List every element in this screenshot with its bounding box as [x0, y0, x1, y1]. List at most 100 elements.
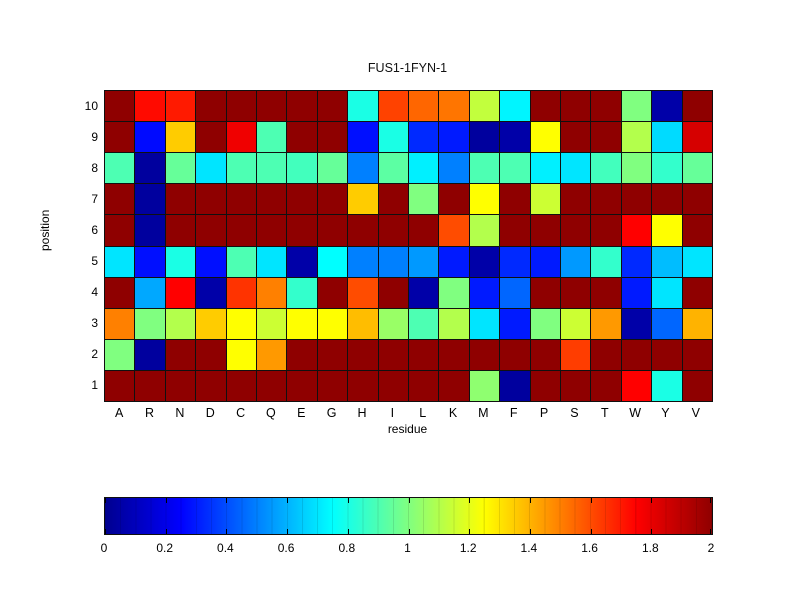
- x-axis-tick-label: N: [175, 406, 185, 420]
- heatmap-cell-4-P: [530, 277, 560, 308]
- colorbar-tick-label: 1.4: [520, 541, 538, 555]
- heatmap-cell-7-K: [439, 184, 469, 215]
- colorbar-tick: [165, 529, 167, 534]
- heatmap-cell-10-I: [378, 91, 408, 122]
- heatmap-cell-7-M: [469, 184, 500, 215]
- heatmap-cell-1-R: [135, 370, 165, 401]
- heatmap-cell-7-Q: [256, 184, 287, 215]
- heatmap-cell-5-Q: [256, 246, 287, 277]
- heatmap-cell-3-A: [105, 308, 135, 339]
- heatmap-cell-5-S: [560, 246, 591, 277]
- heatmap-cell-5-A: [105, 246, 135, 277]
- x-axis-tick-label: M: [478, 406, 489, 420]
- heatmap-cell-3-I: [378, 308, 408, 339]
- heatmap-cell-6-Q: [256, 215, 287, 246]
- y-axis-tick-label: 8: [91, 160, 98, 175]
- heatmap-cell-10-E: [287, 91, 317, 122]
- colorbar: [104, 497, 713, 535]
- colorbar-tick: [469, 529, 471, 534]
- heatmap-cell-5-P: [530, 246, 560, 277]
- heatmap-cell-2-T: [591, 339, 621, 370]
- heatmap-cell-8-D: [196, 153, 226, 184]
- heatmap-cell-4-I: [378, 277, 408, 308]
- heatmap-cell-3-C: [226, 308, 256, 339]
- heatmap-cell-3-W: [621, 308, 652, 339]
- heatmap-cell-2-M: [469, 339, 500, 370]
- heatmap-cell-1-G: [317, 370, 348, 401]
- heatmap-cell-2-H: [348, 339, 378, 370]
- colorbar-tick: [529, 529, 531, 534]
- heatmap-cell-7-I: [378, 184, 408, 215]
- heatmap-cell-10-H: [348, 91, 378, 122]
- heatmap-cell-8-K: [439, 153, 469, 184]
- x-axis-tick-label: Q: [266, 406, 276, 420]
- heatmap-cell-7-W: [621, 184, 652, 215]
- heatmap-cell-8-F: [500, 153, 530, 184]
- heatmap-cell-6-T: [591, 215, 621, 246]
- heatmap-cell-9-P: [530, 122, 560, 153]
- colorbar-tick: [469, 498, 471, 503]
- heatmap-cell-10-A: [105, 91, 135, 122]
- heatmap-cell-9-T: [591, 122, 621, 153]
- heatmap-cell-10-S: [560, 91, 591, 122]
- heatmap-cell-1-E: [287, 370, 317, 401]
- heatmap-cell-9-M: [469, 122, 500, 153]
- heatmap-cell-10-T: [591, 91, 621, 122]
- heatmap-cell-9-K: [439, 122, 469, 153]
- heatmap-cell-7-S: [560, 184, 591, 215]
- heatmap-cell-10-R: [135, 91, 165, 122]
- heatmap-cell-7-E: [287, 184, 317, 215]
- y-axis-tick-label: 7: [91, 191, 98, 206]
- heatmap-cell-3-M: [469, 308, 500, 339]
- heatmap-cell-5-V: [682, 246, 712, 277]
- heatmap-cell-2-F: [500, 339, 530, 370]
- y-axis-tick-label: 1: [91, 377, 98, 392]
- heatmap-cell-1-N: [165, 370, 196, 401]
- heatmap-cell-5-Y: [652, 246, 682, 277]
- heatmap-cell-6-G: [317, 215, 348, 246]
- heatmap-cell-5-R: [135, 246, 165, 277]
- colorbar-tick: [347, 498, 349, 503]
- x-axis-tick-label: W: [629, 406, 642, 420]
- heatmap-cell-7-T: [591, 184, 621, 215]
- heatmap-cell-6-L: [408, 215, 439, 246]
- heatmap-cell-9-D: [196, 122, 226, 153]
- heatmap-cell-4-F: [500, 277, 530, 308]
- heatmap-cell-8-S: [560, 153, 591, 184]
- colorbar-segments: [105, 498, 712, 534]
- heatmap-cell-1-W: [621, 370, 652, 401]
- heatmap-cell-9-A: [105, 122, 135, 153]
- heatmap-cell-2-S: [560, 339, 591, 370]
- heatmap-cell-6-N: [165, 215, 196, 246]
- heatmap-cell-8-V: [682, 153, 712, 184]
- heatmap-cell-7-P: [530, 184, 560, 215]
- heatmap-cell-2-G: [317, 339, 348, 370]
- heatmap-cell-2-W: [621, 339, 652, 370]
- x-axis-tick-label: K: [448, 406, 458, 420]
- heatmap-cell-6-F: [500, 215, 530, 246]
- colorbar-tick-label: 0.2: [156, 541, 174, 555]
- colorbar-tick: [105, 498, 106, 503]
- heatmap-cell-10-C: [226, 91, 256, 122]
- heatmap-cell-1-C: [226, 370, 256, 401]
- heatmap-cell-4-Q: [256, 277, 287, 308]
- heatmap-cell-7-H: [348, 184, 378, 215]
- y-axis-tick-label: 5: [91, 253, 98, 268]
- heatmap-cell-6-W: [621, 215, 652, 246]
- heatmap-cell-2-L: [408, 339, 439, 370]
- heatmap-cell-9-I: [378, 122, 408, 153]
- heatmap-cell-1-I: [378, 370, 408, 401]
- heatmap-cell-6-E: [287, 215, 317, 246]
- colorbar-tick-label: 0.4: [217, 541, 234, 555]
- x-axis-tick-label: Y: [661, 406, 670, 420]
- heatmap-cell-5-L: [408, 246, 439, 277]
- heatmap-cell-7-V: [682, 184, 712, 215]
- colorbar-tick: [710, 498, 711, 503]
- heatmap-cell-2-K: [439, 339, 469, 370]
- colorbar-tick: [408, 529, 410, 534]
- x-axis-tick-label: R: [145, 406, 155, 420]
- heatmap-cell-9-N: [165, 122, 196, 153]
- heatmap-cell-2-R: [135, 339, 165, 370]
- heatmap-cell-9-H: [348, 122, 378, 153]
- heatmap-cell-2-E: [287, 339, 317, 370]
